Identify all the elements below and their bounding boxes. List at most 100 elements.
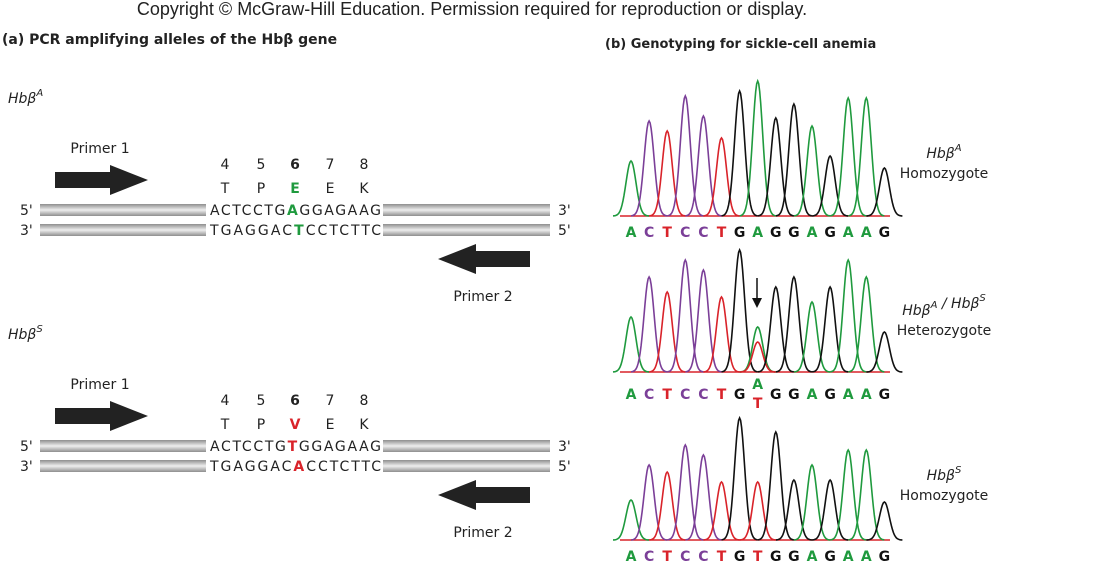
base-call: G: [734, 225, 746, 241]
base-call: A: [861, 549, 872, 562]
trace-peak: [830, 448, 867, 541]
genotype-allele: HbβS: [927, 465, 962, 484]
strand-end: 5': [20, 439, 33, 455]
base-call: G: [788, 387, 800, 403]
codon-number: 7: [326, 393, 335, 409]
trace-peak: [613, 498, 649, 541]
base-call: G: [734, 549, 746, 562]
base-call: T: [717, 387, 727, 403]
trace-peak: [866, 500, 903, 541]
sequence: TGAGGAC A CCTCTTC: [209, 459, 381, 475]
dna-strand: [383, 204, 550, 216]
trace-peak: [649, 470, 686, 541]
base-call: A: [843, 387, 854, 403]
dna-strand: [383, 224, 550, 236]
amino-acid: T: [220, 181, 230, 197]
trace-peak: [848, 95, 885, 217]
amino-acid: K: [359, 181, 369, 197]
base-call: T: [753, 396, 763, 412]
allele-superscript: A: [930, 300, 938, 311]
base-call: A: [752, 225, 763, 241]
trace-peak: [812, 154, 849, 217]
codon-number: 5: [257, 393, 266, 409]
panel-b-title: (b) Genotyping for sickle-cell anemia: [605, 37, 876, 52]
codon-number: 4: [221, 393, 230, 409]
base-call: C: [644, 387, 654, 403]
gene-name: Hbβ: [8, 327, 36, 343]
dna-strand: [383, 440, 550, 452]
base-call: A: [843, 549, 854, 562]
base-call: A: [861, 387, 872, 403]
primer-label: Primer 2: [453, 289, 512, 305]
gene-name: Hbβ: [951, 296, 979, 312]
trace-peak: [793, 124, 831, 217]
base-call: G: [770, 225, 782, 241]
base-call: A: [626, 387, 637, 403]
trace-peak: [775, 102, 812, 217]
base-call: G: [770, 387, 782, 403]
genotype: Homozygote: [900, 488, 988, 504]
trace-peak: [793, 300, 831, 373]
trace-peak: [685, 268, 722, 373]
gene-name: Hbβ: [927, 468, 955, 484]
base-call: G: [770, 549, 782, 562]
strand-end: 5': [558, 459, 571, 475]
strand-end: 5': [20, 203, 33, 219]
primer-label: Primer 1: [70, 141, 129, 157]
trace-peak: [721, 247, 758, 373]
primer-arrow: [438, 244, 530, 274]
genotype-allele: HbβA: [926, 143, 961, 162]
base-call: G: [824, 549, 836, 562]
amino-acid: E: [326, 181, 335, 197]
primer-arrow: [438, 480, 530, 510]
trace-peak: [721, 88, 758, 217]
base-call: A: [861, 225, 872, 241]
trace-peak: [685, 453, 722, 541]
trace-peak: [612, 159, 650, 217]
base-call: T: [753, 549, 763, 562]
base-call: T: [662, 549, 672, 562]
sequence-part: CCTCTTC: [306, 459, 381, 475]
amino-acid: E: [326, 417, 335, 433]
primer-arrow: [55, 165, 148, 195]
dna-strand: [40, 204, 206, 216]
strand-end: 3': [20, 459, 33, 475]
mutation-base: A: [287, 203, 298, 219]
trace-peak: [703, 480, 740, 541]
trace-peak: [757, 430, 794, 541]
base-call: T: [662, 387, 672, 403]
base-call: G: [734, 387, 746, 403]
amino-acid: E: [290, 181, 300, 197]
base-call: A: [807, 225, 818, 241]
trace-peak: [830, 258, 867, 373]
primer-label: Primer 2: [453, 525, 512, 541]
trace-peak: [667, 443, 704, 541]
trace-peak: [830, 95, 867, 217]
base-call: G: [788, 225, 800, 241]
amino-acid: P: [257, 417, 265, 433]
trace-peak: [757, 285, 794, 373]
sequence-part: ACTCCTG: [210, 203, 285, 219]
base-call: C: [680, 225, 690, 241]
sequence: ACTCCTG T GGAGAAG: [210, 439, 381, 455]
base-call: C: [644, 225, 654, 241]
trace-peak: [667, 93, 704, 217]
sequence-part: GGAGAAG: [299, 439, 381, 455]
codon-number: 8: [360, 393, 369, 409]
codon-number: 4: [221, 157, 230, 173]
trace-peak: [667, 258, 704, 373]
allele-superscript: S: [955, 465, 962, 476]
base-call: C: [680, 387, 690, 403]
base-call: G: [788, 549, 800, 562]
trace-peak: [721, 415, 758, 541]
base-call: A: [807, 387, 818, 403]
genotype-allele: HbβA / HbβS: [902, 293, 986, 319]
codon-number: 6: [290, 157, 300, 173]
primer-arrow: [55, 401, 148, 431]
allele-superscript: A: [35, 88, 43, 99]
sequence-part: TGAGGAC: [209, 459, 292, 475]
trace-peak: [848, 448, 885, 541]
trace-peak: [703, 295, 740, 373]
trace-peak: [631, 463, 668, 541]
